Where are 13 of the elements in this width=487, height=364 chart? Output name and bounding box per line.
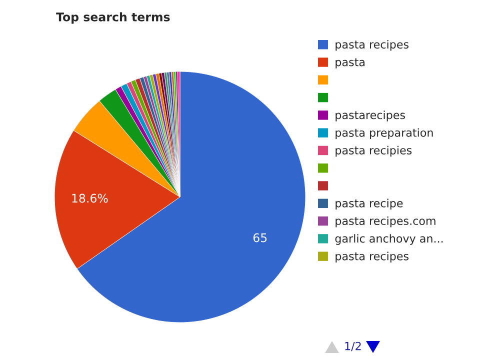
legend-label: pasta recipe	[336, 198, 403, 210]
legend-label: pasta recipes.com	[336, 216, 436, 228]
chart-title: Top search terms	[56, 12, 170, 24]
legend-label: pasta recipies	[336, 146, 412, 157]
data-label: 18.6%	[72, 194, 108, 203]
legend-label: pasta recipes	[336, 252, 408, 262]
legend-label: pastarecipes	[336, 110, 405, 122]
legend-label: pasta	[336, 58, 364, 68]
text: 1/2	[345, 342, 361, 352]
legend-label: pasta recipes	[336, 40, 408, 51]
data-label: 65	[253, 233, 267, 242]
legend-label: garlic anchovy an...	[335, 234, 443, 245]
legend-label: pasta preparation	[336, 128, 433, 139]
